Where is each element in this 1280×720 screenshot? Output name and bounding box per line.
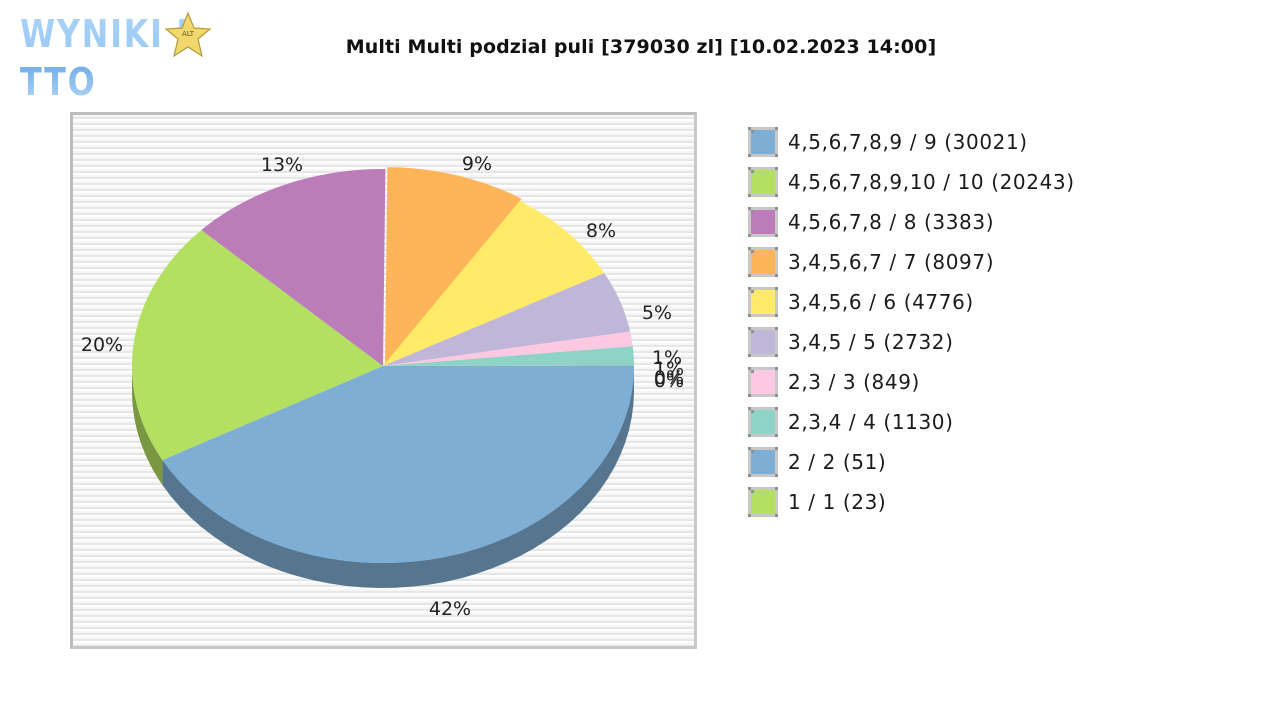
pie-slice — [132, 230, 383, 460]
pie-slice — [383, 200, 605, 366]
slice-percent-label: 5% — [642, 302, 672, 324]
slice-percent-label: 9% — [462, 153, 492, 175]
pie-slice — [162, 366, 634, 563]
slice-percent-label: 20% — [81, 334, 123, 356]
legend-label: 4,5,6,7,8,9 / 9 (30021) — [788, 130, 1028, 154]
slice-percent-label: 13% — [261, 154, 303, 176]
wyniki-lotto-logo[interactable]: WYNIKI L TTO ALT — [20, 10, 242, 104]
legend-item: 4,5,6,7,8,9 / 9 (30021) — [748, 122, 1075, 162]
logo-text: WYNIKI L TTO — [20, 10, 206, 106]
legend-swatch — [748, 207, 778, 237]
legend-label: 2,3 / 3 (849) — [788, 370, 920, 394]
pie-slice — [383, 364, 634, 366]
legend-label: 3,4,5,6 / 6 (4776) — [788, 290, 974, 314]
legend-swatch — [748, 287, 778, 317]
legend-swatch — [748, 327, 778, 357]
legend-label: 2 / 2 (51) — [788, 450, 887, 474]
legend-swatch — [748, 487, 778, 517]
legend-item: 4,5,6,7,8,9,10 / 10 (20243) — [748, 162, 1075, 202]
legend-label: 4,5,6,7,8 / 8 (3383) — [788, 210, 995, 234]
slice-percent-label: 1% — [654, 358, 684, 380]
legend-label: 3,4,5,6,7 / 7 (8097) — [788, 250, 995, 274]
pie-slice — [385, 167, 522, 365]
legend-item: 1 / 1 (23) — [748, 482, 1075, 522]
legend-swatch — [748, 247, 778, 277]
legend-swatch — [748, 447, 778, 477]
pie-slice-side — [132, 366, 163, 485]
legend-item: 3,4,5,6 / 6 (4776) — [748, 282, 1075, 322]
pie-slice — [383, 346, 634, 366]
pie-slice — [383, 273, 631, 366]
legend-item: 3,4,5 / 5 (2732) — [748, 322, 1075, 362]
slice-percent-label: 0% — [654, 370, 684, 392]
legend-swatch — [748, 167, 778, 197]
pie-slice — [201, 169, 386, 366]
chart-title: Multi Multi podzial puli [379030 zl] [10… — [345, 36, 937, 58]
legend-label: 3,4,5 / 5 (2732) — [788, 330, 954, 354]
chart-legend: 4,5,6,7,8,9 / 9 (30021) 4,5,6,7,8,9,10 / … — [748, 122, 1075, 522]
legend-swatch — [748, 127, 778, 157]
star-icon: ALT — [165, 12, 211, 58]
slice-percent-label: 8% — [586, 220, 616, 242]
slice-percent-label: 1% — [652, 347, 682, 369]
legend-label: 1 / 1 (23) — [788, 490, 887, 514]
legend-item: 2,3,4 / 4 (1130) — [748, 402, 1075, 442]
legend-label: 2,3,4 / 4 (1130) — [788, 410, 954, 434]
pie-plot-area: 42% 20% 13% 9% 8% 5% 1% 1% 0% 0% — [70, 112, 697, 649]
legend-label: 4,5,6,7,8,9,10 / 10 (20243) — [788, 170, 1075, 194]
legend-item: 3,4,5,6,7 / 7 (8097) — [748, 242, 1075, 282]
legend-item: 2,3 / 3 (849) — [748, 362, 1075, 402]
legend-swatch — [748, 367, 778, 397]
slice-percent-label: 42% — [429, 598, 471, 620]
legend-swatch — [748, 407, 778, 437]
legend-item: 2 / 2 (51) — [748, 442, 1075, 482]
legend-item: 4,5,6,7,8 / 8 (3383) — [748, 202, 1075, 242]
pie-slice — [383, 331, 633, 366]
slice-percent-label: 0% — [654, 367, 684, 389]
star-text: ALT — [182, 30, 195, 38]
